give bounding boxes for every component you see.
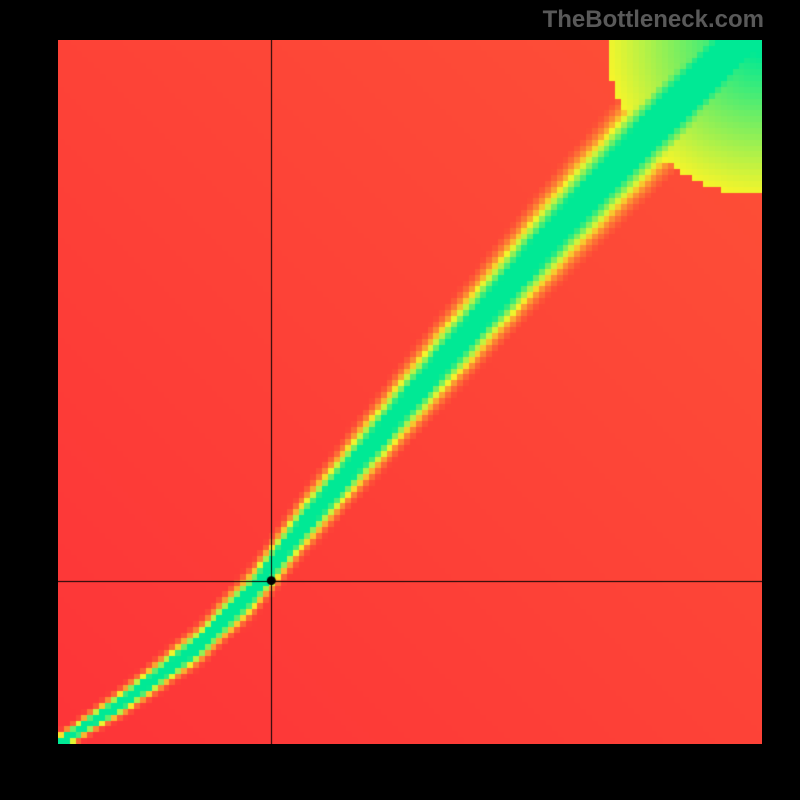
- bottleneck-heatmap: [58, 40, 762, 744]
- watermark-text: TheBottleneck.com: [543, 6, 764, 34]
- chart-container: TheBottleneck.com: [0, 0, 800, 800]
